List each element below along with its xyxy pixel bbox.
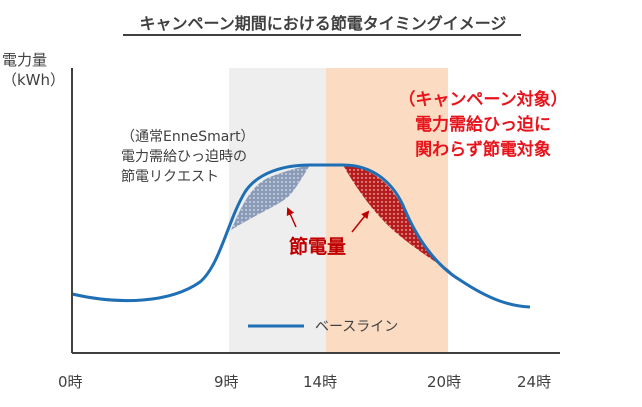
arrow-to-campaign-saving — [351, 210, 370, 233]
arrow-to-normal-saving — [286, 207, 297, 228]
legend-baseline-label: ベースライン — [315, 319, 399, 335]
x-tick-9: 9時 — [214, 373, 239, 391]
normal-note-line1: （通常EnneSmart） — [121, 129, 255, 145]
chart-title: キャンペーン期間における節電タイミングイメージ — [139, 14, 507, 33]
title-underline — [123, 34, 521, 36]
normal-note-line2: 電力需給ひっ迫時の — [121, 149, 247, 165]
y-axis-label-line2: （kWh） — [2, 71, 66, 89]
baseline-curve — [71, 163, 531, 309]
x-tick-20: 20時 — [427, 373, 462, 391]
saving-amount-label: 節電量 — [289, 236, 347, 258]
x-tick-0: 0時 — [58, 373, 83, 391]
normal-note-line3: 節電リクエスト — [121, 169, 219, 185]
campaign-note-line2: 電力需給ひっ迫に — [415, 115, 551, 135]
y-axis-label: 電力量 （kWh） — [2, 50, 65, 90]
campaign-saving-area — [343, 165, 452, 272]
campaign-note-line1: （キャンペーン対象） — [398, 90, 568, 110]
y-axis-label-line1: 電力量 — [2, 51, 48, 69]
normal-request-note: （通常EnneSmart） 電力需給ひっ迫時の 節電リクエスト — [121, 127, 255, 187]
campaign-note: （キャンペーン対象） 電力需給ひっ迫に 関わらず節電対象 — [378, 88, 588, 163]
x-tick-24: 24時 — [517, 373, 552, 391]
normal-saving-area — [231, 165, 310, 230]
campaign-note-line3: 関わらず節電対象 — [415, 140, 551, 160]
x-tick-14: 14時 — [303, 373, 338, 391]
